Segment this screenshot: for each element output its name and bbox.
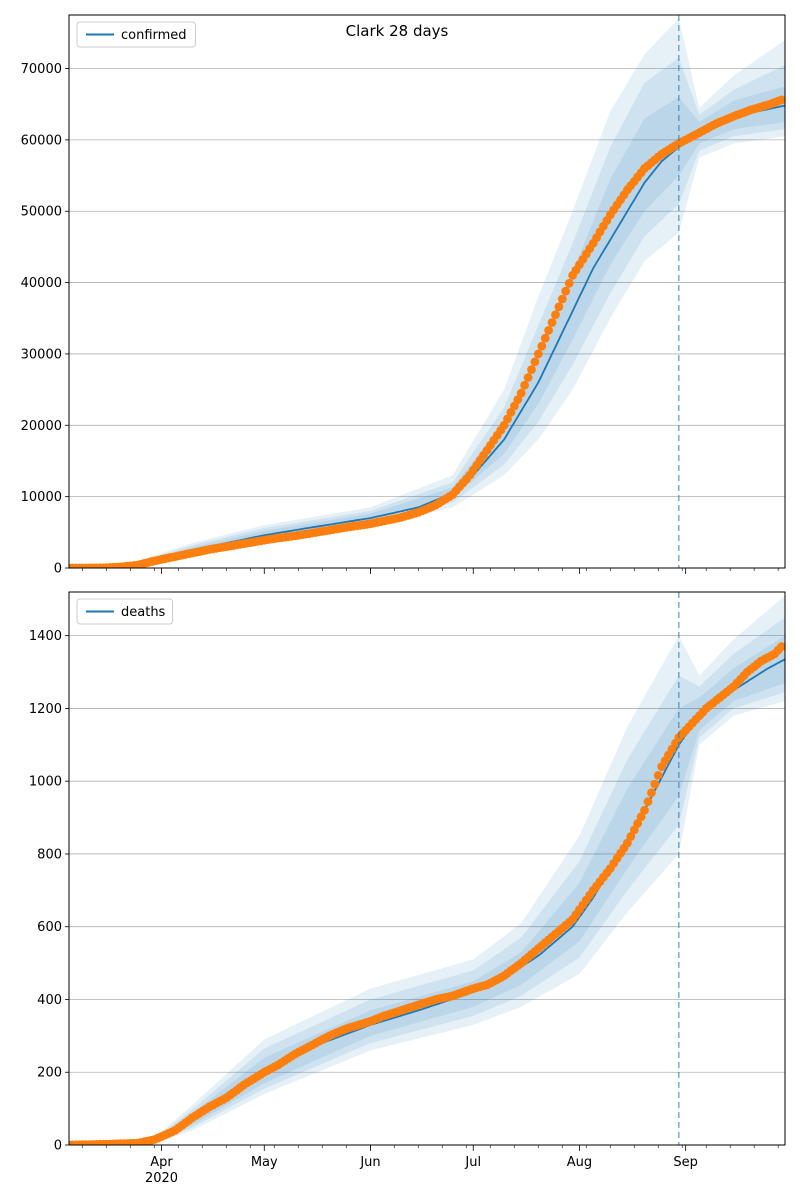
observed-point: [777, 95, 785, 105]
uncertainty-band: [69, 635, 785, 1145]
x-tick-label: Sep: [673, 1155, 698, 1170]
observed-point: [557, 294, 567, 304]
observed-point: [547, 318, 557, 327]
observed-point: [533, 349, 543, 359]
observed-point: [647, 788, 656, 798]
axes-frame: [68, 14, 786, 569]
legend-box: [76, 21, 196, 48]
y-tick-label: 50000: [21, 205, 62, 220]
plot-area: [69, 18, 785, 568]
observed-point: [636, 812, 646, 822]
observed-point: [516, 388, 526, 398]
y-tick-label: 400: [37, 993, 62, 1008]
y-tick-label: 1400: [29, 629, 62, 644]
observed-point: [527, 365, 536, 374]
y-tick-label: 0: [54, 1139, 62, 1154]
uncertainty-band: [69, 617, 785, 1145]
observed-point: [561, 286, 571, 296]
x-tick-label: Jul: [464, 1155, 481, 1170]
uncertainty-band: [69, 18, 785, 568]
y-tick-label: 70000: [21, 62, 62, 77]
y-tick-label: 600: [37, 920, 62, 935]
x-tick-sublabel: 2020: [145, 1171, 178, 1186]
y-tick-label: 30000: [21, 347, 62, 362]
observed-point: [643, 797, 653, 806]
observed-point: [629, 825, 639, 835]
axes-frame: [68, 591, 786, 1146]
observed-point: [633, 819, 643, 828]
confirmed-panel: 0 10000 20000 30000 40000 50000 60000 70000 conf…: [21, 14, 786, 577]
legend-label: confirmed: [121, 28, 187, 43]
observed-point: [777, 642, 785, 651]
y-tick-label: 1200: [29, 702, 62, 717]
x-tick-label: Jun: [359, 1155, 380, 1170]
observed-point: [537, 341, 547, 351]
figure-title: Clark 28 days: [346, 22, 449, 40]
y-tick-label: 200: [37, 1066, 62, 1081]
observed-point: [551, 310, 560, 320]
observed-point: [523, 373, 533, 382]
y-tick-label: 60000: [21, 133, 62, 148]
x-tick-label: May: [251, 1155, 278, 1170]
legend-label: deaths: [121, 605, 166, 620]
observed-point: [623, 838, 632, 848]
observed-point: [544, 326, 553, 335]
observed-point: [650, 779, 660, 789]
plot-area: [69, 595, 785, 1145]
uncertainty-band: [69, 57, 785, 568]
y-tick-label: 1000: [29, 775, 62, 790]
observed-point: [540, 333, 550, 343]
x-tick-label: Apr: [150, 1155, 173, 1170]
observed-point: [503, 414, 512, 424]
uncertainty-band: [69, 595, 785, 1145]
uncertainty-band: [69, 86, 785, 568]
observed-point: [640, 805, 649, 815]
observed-point: [564, 278, 574, 288]
observed-point: [626, 832, 636, 841]
observed-point: [554, 302, 564, 312]
observed-point: [520, 380, 529, 390]
x-tick-label: Aug: [567, 1155, 592, 1170]
observed-point: [530, 357, 540, 367]
observed-point: [653, 771, 663, 780]
y-tick-label: 10000: [21, 490, 62, 505]
y-tick-label: 20000: [21, 419, 62, 434]
legend-box: [76, 598, 174, 625]
y-tick-label: 0: [54, 562, 62, 577]
y-tick-label: 800: [37, 847, 62, 862]
y-tick-label: 40000: [21, 276, 62, 291]
